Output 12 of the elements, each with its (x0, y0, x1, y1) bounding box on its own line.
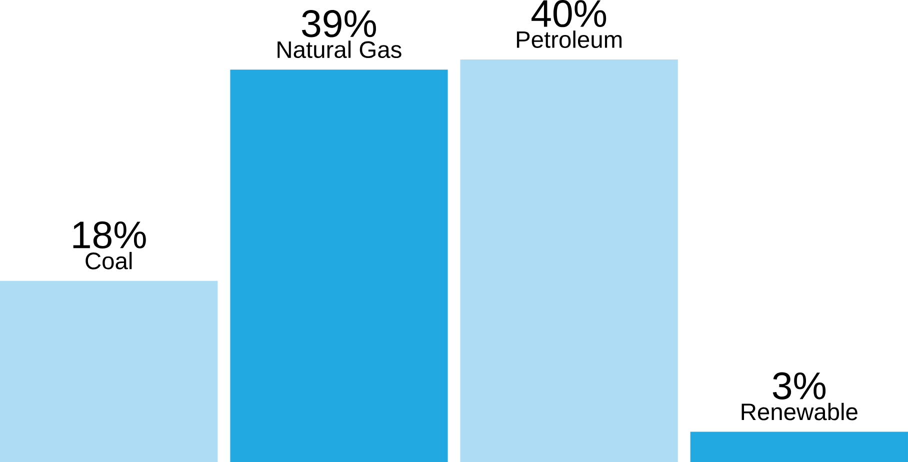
data-label: 40% (532, 0, 606, 28)
bar (690, 432, 908, 462)
x-tick-label: Natural Gas (278, 40, 402, 58)
data-label: 18% (73, 221, 146, 249)
bar (230, 70, 448, 462)
bar (460, 60, 678, 462)
x-tick-label: Renewable (742, 402, 858, 420)
bar (0, 280, 218, 462)
x-tick-label: Coal (86, 252, 132, 270)
data-label: 3% (772, 372, 826, 400)
x-tick-label: Petroleum (516, 30, 622, 48)
data-label: 39% (302, 10, 376, 38)
